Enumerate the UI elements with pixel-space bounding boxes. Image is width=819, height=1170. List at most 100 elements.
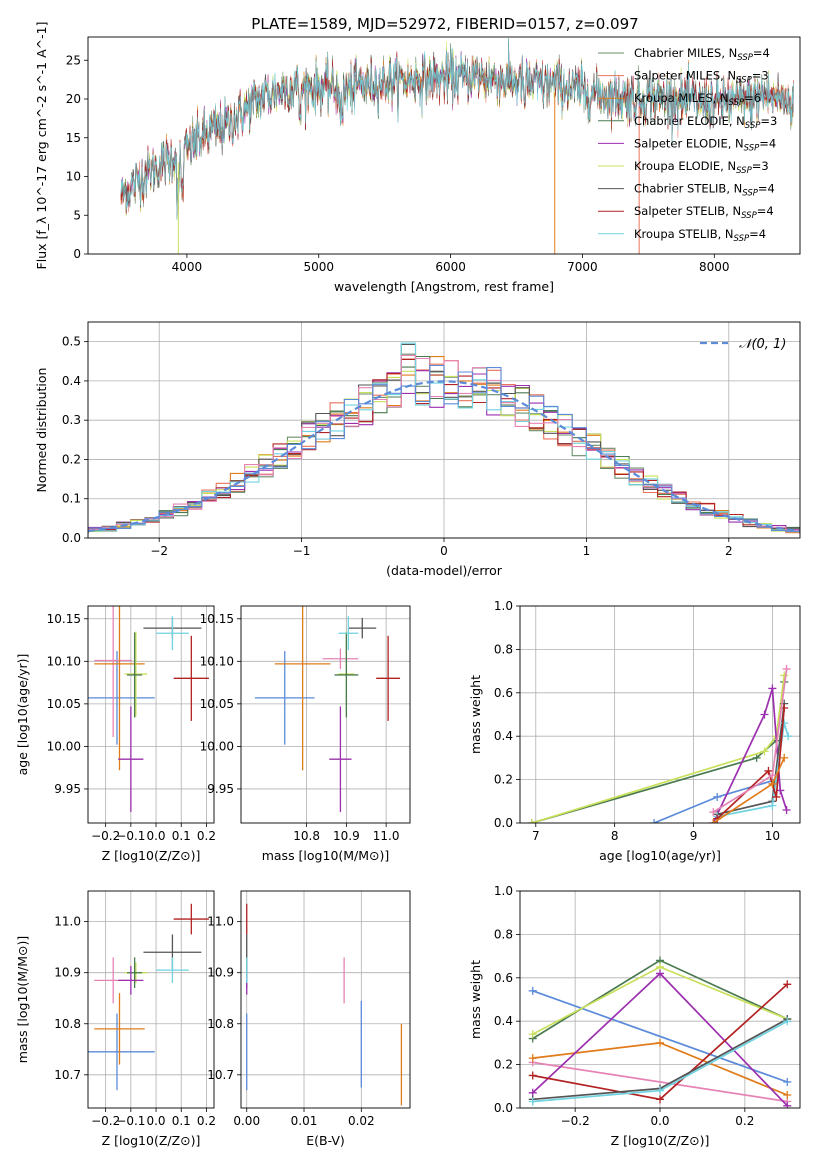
legend-label-text: Salpeter STELIB, N bbox=[634, 204, 741, 218]
weight-series-line bbox=[531, 675, 786, 823]
tick-label-x: 4000 bbox=[172, 260, 203, 274]
tick-label-x: 0 bbox=[440, 544, 448, 558]
tick-label-x: 8 bbox=[611, 829, 619, 843]
tick-label-x: −0.2 bbox=[91, 1114, 120, 1128]
weight-marker bbox=[768, 684, 777, 693]
legend-label: Salpeter ELODIE, NSSP=4 bbox=[634, 136, 776, 153]
tick-label-x: 0.2 bbox=[197, 1114, 216, 1128]
tick-label-x: 0.1 bbox=[172, 1114, 191, 1128]
legend-label-suffix: =3 bbox=[752, 69, 769, 83]
axes-frame bbox=[519, 890, 801, 1109]
tick-label-x: 1 bbox=[583, 544, 591, 558]
legend-label-suffix: =4 bbox=[753, 46, 770, 60]
tick-label-y: 10.05 bbox=[200, 697, 234, 711]
legend-label: Chabrier MILES, NSSP=4 bbox=[634, 46, 770, 63]
tick-label-y: 10.15 bbox=[47, 612, 81, 626]
x-axis-label: age [log10(age/yr)] bbox=[599, 848, 721, 863]
x-axis-label: E(B-V) bbox=[306, 1133, 345, 1148]
weight-marker bbox=[783, 1017, 792, 1026]
tick-label-y: 25 bbox=[66, 53, 81, 67]
axes-frame bbox=[240, 605, 411, 824]
y-axis-label: Normed distribution bbox=[34, 368, 49, 493]
legend-label: 𝒩(0, 1) bbox=[739, 337, 786, 352]
y-axis-label: age [log10(age/yr)] bbox=[15, 654, 30, 776]
x-axis-label: wavelength [Angstrom, rest frame] bbox=[334, 279, 554, 294]
tick-label-y: 0.2 bbox=[494, 773, 513, 787]
legend-label-sub: SSP bbox=[736, 166, 752, 176]
tick-label-y: 10.9 bbox=[207, 966, 234, 980]
legend-label-suffix: =4 bbox=[758, 182, 775, 196]
weight-lines bbox=[527, 664, 793, 823]
weight-marker bbox=[656, 1095, 664, 1104]
tick-label-y: 11.0 bbox=[207, 915, 234, 929]
tick-label-x: −0.2 bbox=[91, 829, 120, 843]
weight-marker bbox=[656, 1086, 664, 1095]
legend-label-sub: SSP bbox=[734, 234, 750, 244]
tick-label-x: 5000 bbox=[303, 260, 334, 274]
weight-series-line bbox=[717, 722, 790, 818]
tick-label-x: 10.8 bbox=[293, 829, 320, 843]
tick-label-y: 0.3 bbox=[62, 413, 81, 427]
tick-label-x: 0.01 bbox=[291, 1114, 318, 1128]
tick-label-x: 10 bbox=[765, 829, 780, 843]
mass-vs-Z-panel: −0.2−0.1 0.0 0.1 0.2 10.7 10.8 10.9 11.0 Z [log1… bbox=[15, 890, 216, 1148]
tick-label-x: 0.0 bbox=[146, 1114, 165, 1128]
weight-series-line bbox=[532, 1061, 788, 1103]
tick-label-x: 2 bbox=[725, 544, 733, 558]
legend-label-sub: SSP bbox=[729, 98, 745, 108]
weight-marker bbox=[784, 732, 793, 741]
tick-label-y: 10.8 bbox=[207, 1017, 234, 1031]
legend-label: Chabrier ELODIE, NSSP=3 bbox=[634, 114, 777, 131]
legend-label-suffix: =6 bbox=[744, 91, 761, 105]
weight-marker bbox=[783, 1101, 792, 1108]
tick-label-y: 0 bbox=[73, 247, 81, 261]
x-axis-label: Z [log10(Z/Z⊙)] bbox=[611, 1133, 710, 1148]
tick-label-x: −0.1 bbox=[116, 829, 145, 843]
residual-histograms bbox=[88, 342, 800, 535]
weight-marker bbox=[783, 980, 792, 989]
axes-frame bbox=[87, 890, 215, 1109]
tick-label-y: 0.6 bbox=[494, 971, 513, 985]
tick-label-y: 0.0 bbox=[494, 1101, 513, 1115]
tick-label-y: 15 bbox=[66, 131, 81, 145]
weight-series-line bbox=[532, 989, 788, 1083]
weight-marker bbox=[783, 1090, 792, 1099]
tick-label-y: 10.7 bbox=[207, 1068, 234, 1082]
age-vs-Z-panel: −0.2−0.1 0.0 0.1 0.2 9.95 10.00 10.05 10.10 10.1… bbox=[15, 605, 216, 863]
legend-label-text: Chabrier STELIB, N bbox=[634, 182, 742, 196]
mass-weight-vs-Z-panel: −0.2 0.0 0.2 0.0 0.2 0.4 0.6 0.8 1.0 Z [log10(Z/Z… bbox=[468, 884, 801, 1148]
weight-marker bbox=[780, 671, 789, 680]
legend-label-sub: SSP bbox=[745, 121, 761, 131]
x-axis-label: Z [log10(Z/Z⊙)] bbox=[102, 1133, 201, 1148]
y-axis-label: mass [log10(M/M⊙)] bbox=[15, 936, 30, 1064]
axes-frame bbox=[240, 890, 411, 1109]
weight-marker bbox=[656, 1038, 664, 1047]
tick-label-x: 0.2 bbox=[735, 1114, 754, 1128]
axes-frame bbox=[87, 605, 215, 824]
weight-marker bbox=[768, 779, 777, 788]
tick-label-x: −0.2 bbox=[561, 1114, 590, 1128]
legend-label-suffix: =3 bbox=[760, 114, 777, 128]
tick-label-y: 5 bbox=[73, 208, 81, 222]
tick-label-x: 6000 bbox=[435, 260, 466, 274]
legend-label-text: Salpeter ELODIE, N bbox=[634, 136, 744, 150]
tick-label-x: 8000 bbox=[699, 260, 730, 274]
weight-marker bbox=[783, 1077, 792, 1086]
weight-lines bbox=[528, 956, 792, 1108]
legend-label-suffix: =4 bbox=[759, 136, 776, 150]
tick-label-x: 11.0 bbox=[373, 829, 400, 843]
tick-label-x: 0.2 bbox=[197, 829, 216, 843]
tick-label-y: 0.4 bbox=[494, 729, 513, 743]
tick-label-x: −2 bbox=[150, 544, 168, 558]
legend-label-text: Kroupa STELIB, N bbox=[634, 227, 734, 241]
spectrum-panel: 4000 5000 6000 7000 8000 0 5 10 15 20 25 wavelength… bbox=[34, 22, 801, 294]
weight-marker bbox=[528, 1071, 537, 1080]
legend-label-text: Chabrier ELODIE, N bbox=[634, 114, 745, 128]
tick-label-y: 1.0 bbox=[494, 884, 513, 898]
weight-marker bbox=[528, 986, 537, 995]
tick-label-y: 0.6 bbox=[494, 686, 513, 700]
axes-frame bbox=[519, 605, 801, 824]
tick-label-x: 9 bbox=[690, 829, 698, 843]
